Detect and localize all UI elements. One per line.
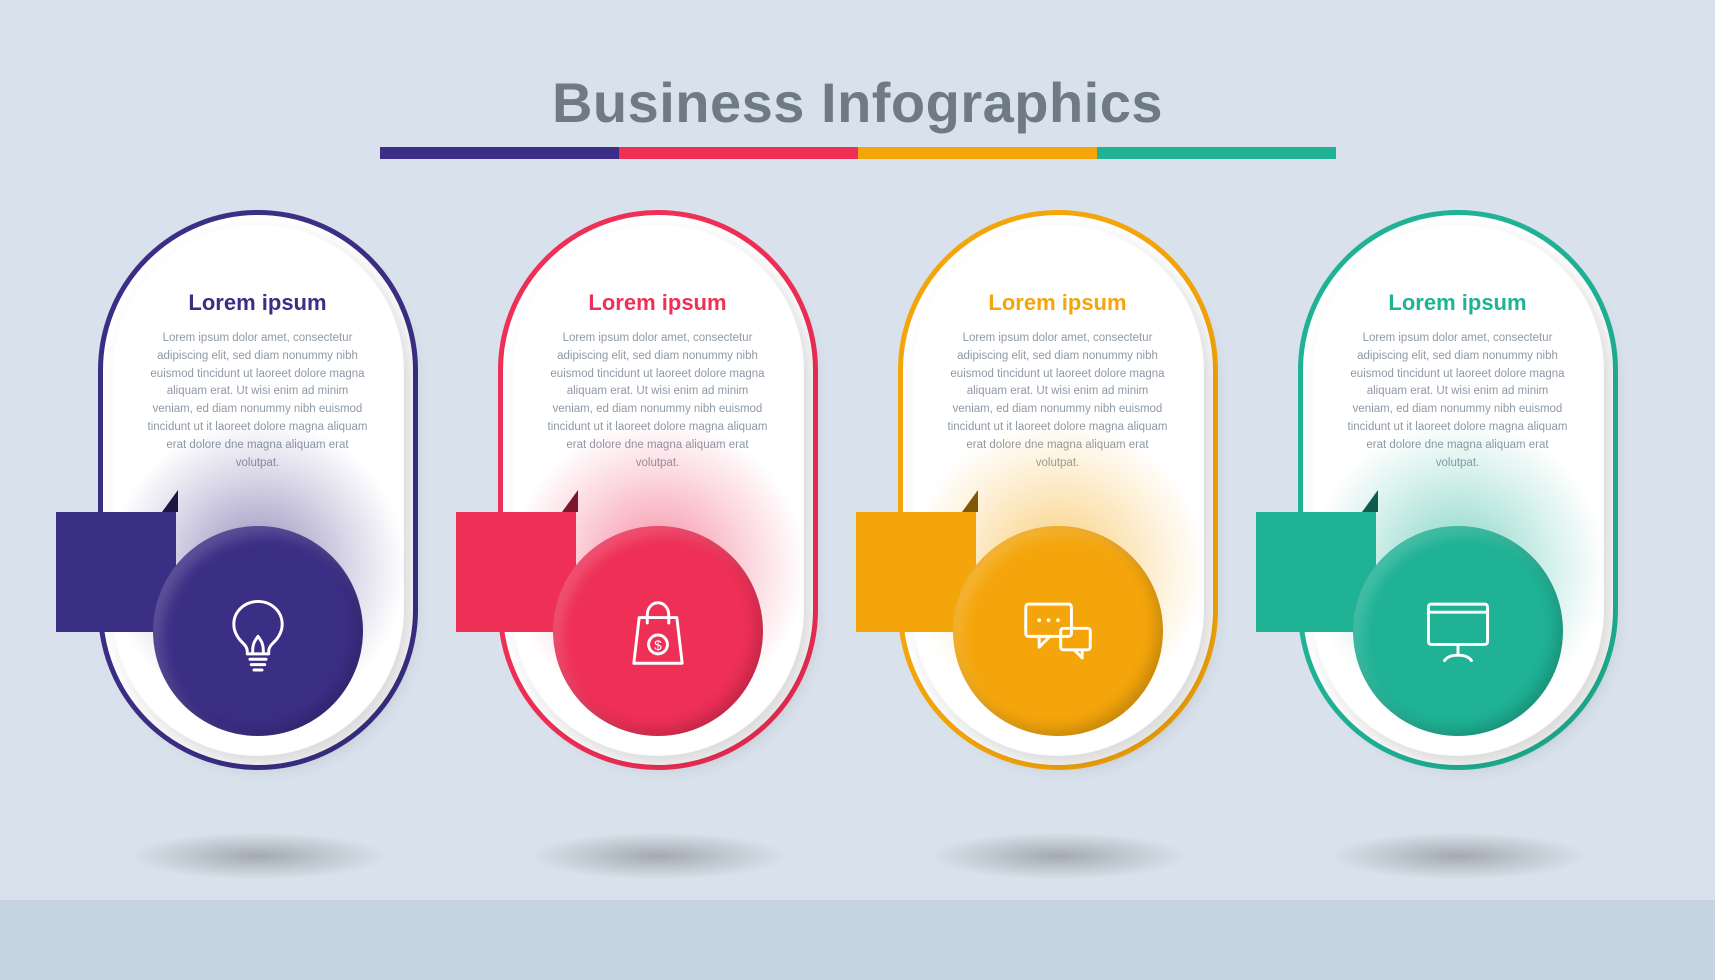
pill-text: Lorem ipsum Lorem ipsum dolor amet, conse… xyxy=(946,290,1170,473)
lightbulb-icon xyxy=(215,588,301,674)
shopping-bag-icon xyxy=(615,588,701,674)
card-body: Lorem ipsum dolor amet, consectetur adip… xyxy=(146,330,370,473)
monitor-icon xyxy=(1415,588,1501,674)
card-1: Lorem ipsum Lorem ipsum dolor amet, conse… xyxy=(98,210,418,770)
infographic-canvas: Business Infographics Lorem ipsumLorem i… xyxy=(0,0,1715,980)
card-3: Lorem ipsum Lorem ipsum dolor amet, conse… xyxy=(898,210,1218,770)
ground-shadow xyxy=(1328,832,1588,880)
pill-text: Lorem ipsum Lorem ipsum dolor amet, conse… xyxy=(546,290,770,473)
card-heading: Lorem ipsum xyxy=(146,290,370,316)
underline-seg-4 xyxy=(1097,147,1336,159)
pill-text: Lorem ipsum Lorem ipsum dolor amet, conse… xyxy=(146,290,370,473)
ground-shadow xyxy=(528,832,788,880)
card-heading: Lorem ipsum xyxy=(1346,290,1570,316)
icon-circle xyxy=(1353,526,1563,736)
card-2: Lorem ipsum Lorem ipsum dolor amet, conse… xyxy=(498,210,818,770)
bottom-band xyxy=(0,900,1715,980)
card-body: Lorem ipsum dolor amet, consectetur adip… xyxy=(546,330,770,473)
pill-text: Lorem ipsum Lorem ipsum dolor amet, conse… xyxy=(1346,290,1570,473)
ground-shadow xyxy=(128,832,388,880)
card-body: Lorem ipsum dolor amet, consectetur adip… xyxy=(1346,330,1570,473)
card-heading: Lorem ipsum xyxy=(946,290,1170,316)
title-underline xyxy=(380,147,1336,159)
card-body: Lorem ipsum dolor amet, consectetur adip… xyxy=(946,330,1170,473)
underline-seg-3 xyxy=(858,147,1097,159)
card-heading: Lorem ipsum xyxy=(546,290,770,316)
ground-shadow xyxy=(928,832,1188,880)
page-title: Business Infographics xyxy=(0,70,1715,135)
title-block: Business Infographics xyxy=(0,0,1715,159)
icon-circle xyxy=(553,526,763,736)
card-row: Lorem ipsum Lorem ipsum dolor amet, conse… xyxy=(0,210,1715,770)
chat-icon xyxy=(1015,588,1101,674)
icon-circle xyxy=(953,526,1163,736)
card-4: Lorem ipsum Lorem ipsum dolor amet, conse… xyxy=(1298,210,1618,770)
icon-circle xyxy=(153,526,363,736)
underline-seg-1 xyxy=(380,147,619,159)
underline-seg-2 xyxy=(619,147,858,159)
